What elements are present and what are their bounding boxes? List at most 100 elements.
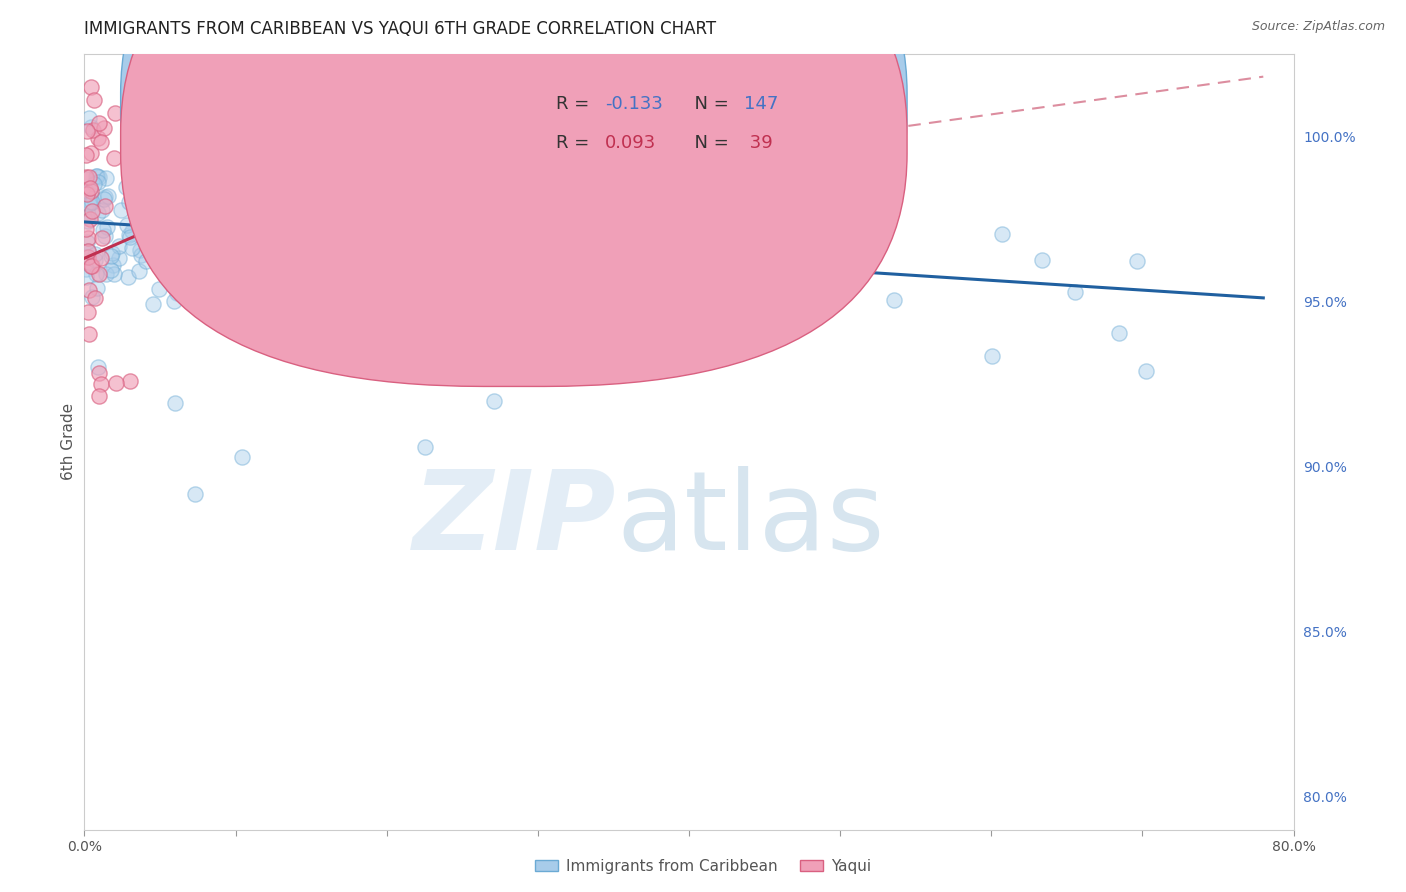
Point <box>259 209 281 223</box>
Point <box>139 180 162 194</box>
Point <box>93 121 115 136</box>
Point <box>86 169 108 183</box>
Point <box>565 245 588 260</box>
Point <box>101 245 124 260</box>
Point <box>79 195 101 210</box>
Point <box>79 181 101 195</box>
Point <box>243 207 266 221</box>
Point <box>534 212 557 227</box>
Text: ZIP: ZIP <box>413 466 616 573</box>
Point <box>77 327 100 342</box>
Point <box>481 246 503 260</box>
Point <box>87 169 110 184</box>
Point <box>104 376 127 391</box>
FancyBboxPatch shape <box>453 65 792 182</box>
Point <box>253 216 276 230</box>
Point <box>184 487 207 501</box>
Point <box>83 94 105 108</box>
Point <box>97 189 120 203</box>
Point <box>419 326 441 341</box>
Point <box>128 243 150 257</box>
Point <box>86 175 108 189</box>
Point <box>82 259 104 273</box>
Point <box>83 292 105 306</box>
Point <box>703 249 725 263</box>
Point <box>277 196 299 211</box>
Point <box>624 184 647 198</box>
Point <box>176 193 198 207</box>
Point <box>77 283 100 297</box>
Point <box>121 224 143 238</box>
Point <box>121 241 143 255</box>
Point <box>84 267 107 281</box>
Point <box>129 248 152 262</box>
Point <box>883 293 905 307</box>
Point <box>690 251 713 265</box>
Point <box>100 263 122 277</box>
Point <box>101 258 124 272</box>
FancyBboxPatch shape <box>121 0 907 386</box>
Text: 147: 147 <box>744 95 778 113</box>
Point <box>422 174 444 188</box>
Point <box>75 148 97 162</box>
Point <box>1031 252 1053 267</box>
Point <box>616 217 638 231</box>
Point <box>80 79 103 94</box>
Point <box>77 111 100 125</box>
Point <box>120 230 142 244</box>
Text: IMMIGRANTS FROM CARIBBEAN VS YAQUI 6TH GRADE CORRELATION CHART: IMMIGRANTS FROM CARIBBEAN VS YAQUI 6TH G… <box>84 21 717 38</box>
Point <box>90 251 112 265</box>
Point <box>1108 326 1130 341</box>
Point <box>506 278 529 293</box>
Point <box>259 161 281 175</box>
Point <box>131 159 153 173</box>
Text: atlas: atlas <box>616 466 884 573</box>
Text: 0.093: 0.093 <box>605 134 657 152</box>
Point <box>91 202 114 217</box>
Point <box>488 295 510 310</box>
Point <box>108 239 131 253</box>
Point <box>218 275 240 289</box>
Point <box>284 196 307 211</box>
Point <box>100 249 122 263</box>
Point <box>77 196 100 211</box>
Point <box>94 190 117 204</box>
Point <box>527 186 550 200</box>
Point <box>546 248 568 262</box>
Point <box>254 239 277 253</box>
Text: N =: N = <box>683 134 735 152</box>
Point <box>260 178 283 193</box>
Point <box>89 135 111 149</box>
Point <box>269 280 291 294</box>
Legend: Immigrants from Caribbean, Yaqui: Immigrants from Caribbean, Yaqui <box>529 853 877 880</box>
Point <box>420 212 443 227</box>
Point <box>1135 364 1157 378</box>
Point <box>83 177 105 191</box>
Text: -0.133: -0.133 <box>605 95 662 113</box>
Point <box>79 120 101 134</box>
Point <box>328 299 350 313</box>
Point <box>110 202 132 217</box>
Point <box>1126 253 1149 268</box>
Point <box>991 227 1014 242</box>
Point <box>94 199 117 213</box>
Point <box>148 282 170 296</box>
Point <box>104 105 127 120</box>
Point <box>82 122 104 136</box>
Point <box>77 170 100 185</box>
Point <box>79 212 101 227</box>
Point <box>87 116 110 130</box>
Text: R =: R = <box>557 134 595 152</box>
Point <box>491 311 513 326</box>
Point <box>75 222 97 236</box>
Point <box>87 360 110 375</box>
Point <box>93 192 115 206</box>
Point <box>80 184 103 198</box>
Point <box>567 260 589 275</box>
Point <box>87 131 110 145</box>
Point <box>336 264 359 278</box>
Point <box>142 297 165 311</box>
Point <box>128 205 150 219</box>
Point <box>228 286 250 301</box>
Point <box>163 294 186 309</box>
